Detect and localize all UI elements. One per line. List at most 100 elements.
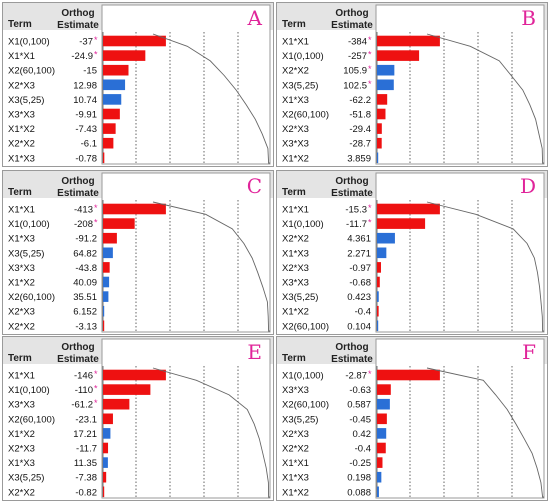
estimate-value: -384 (348, 37, 367, 48)
significance-star: * (94, 398, 98, 408)
term-label: X1*X2 (282, 487, 309, 498)
estimate-value: -37 (79, 37, 93, 48)
estimate-bar (103, 291, 109, 302)
estimate-bar (377, 457, 383, 468)
term-label: X1*X3 (282, 95, 309, 106)
term-label: X2*X2 (282, 444, 309, 455)
term-label: X1(0,100) (8, 385, 50, 396)
term-label: X3(5,25) (8, 473, 44, 484)
estimate-bar (103, 428, 111, 439)
term-label: X3*X3 (8, 263, 35, 274)
estimate-value: -0.45 (349, 414, 371, 425)
estimate-value: -413 (74, 205, 93, 216)
estimate-bar (103, 262, 110, 273)
estimate-bar (377, 123, 382, 134)
term-header: Term (282, 19, 306, 30)
estimate-value: -0.4 (355, 444, 371, 455)
pareto-panel-f: Term Orthog Estimate F X1(0,100) -2.87 * X3*X3 -… (276, 336, 548, 501)
estimate-bar (103, 486, 105, 498)
estimate-value: -24.9 (71, 51, 93, 62)
estimate-value: -51.8 (349, 110, 371, 121)
estimate-value: -7.38 (75, 473, 97, 484)
estimate-value: -6.1 (81, 139, 97, 150)
estimate-value: -257 (348, 51, 367, 62)
term-header: Term (282, 187, 306, 198)
panel-letter: E (247, 340, 262, 364)
term-label: X1*X2 (8, 124, 35, 135)
cumulative-curve (152, 367, 271, 498)
significance-star: * (94, 369, 98, 379)
term-label: X2(60,100) (282, 400, 329, 411)
pareto-panel-e: Term Orthog Estimate E X1*X1 -146 * X1(0,100) -1… (2, 336, 274, 501)
term-label: X3*X3 (8, 400, 35, 411)
estimate-value: -3.13 (75, 321, 97, 332)
estimate-bar (103, 50, 146, 61)
estimate-bar (103, 369, 166, 381)
estimate-value: -0.97 (349, 263, 371, 274)
estimate-bar (377, 305, 379, 317)
term-label: X3(5,25) (282, 414, 318, 425)
panel-letter: A (247, 6, 263, 30)
estimate-header-line2: Estimate (331, 354, 373, 365)
estimate-value: 17.21 (73, 429, 97, 440)
term-label: X2*X3 (282, 263, 309, 274)
estimate-header-line2: Estimate (57, 20, 99, 31)
term-label: X2*X3 (282, 124, 309, 135)
term-label: X1*X3 (8, 458, 35, 469)
estimate-bar (377, 262, 381, 273)
estimate-value: -208 (74, 219, 93, 230)
estimate-bar (377, 398, 390, 410)
estimate-bar (103, 203, 166, 215)
estimate-value: 10.74 (73, 95, 97, 106)
term-label: X2*X2 (282, 66, 309, 77)
estimate-header-line1: Orthog (335, 8, 368, 19)
estimate-value: 0.587 (347, 400, 371, 411)
term-header: Term (8, 353, 32, 364)
estimate-header-line1: Orthog (61, 176, 94, 187)
panel-letter: B (521, 6, 536, 30)
term-label: X3*X3 (282, 278, 309, 289)
estimate-value: -91.2 (75, 234, 97, 245)
cumulative-curve (152, 33, 271, 164)
estimate-bar (377, 413, 387, 425)
estimate-bar (103, 305, 105, 317)
estimate-value: -0.4 (355, 307, 371, 318)
estimate-value: -11.7 (346, 219, 367, 230)
term-label: X2*X3 (8, 444, 35, 455)
term-header: Term (8, 19, 32, 30)
cumulative-curve (152, 201, 271, 332)
term-label: X1*X1 (282, 205, 309, 216)
term-label: X1*X1 (8, 205, 35, 216)
term-label: X2(60,100) (8, 292, 55, 303)
term-label: X2(60,100) (8, 66, 55, 77)
significance-star: * (368, 35, 372, 45)
estimate-bar (103, 442, 109, 454)
estimate-value: -15 (83, 66, 97, 77)
estimate-bar (103, 94, 122, 105)
term-label: X1*X2 (282, 307, 309, 318)
significance-star: * (368, 50, 372, 60)
term-label: X3(5,25) (8, 248, 44, 259)
term-header: Term (8, 187, 32, 198)
term-label: X1(0,100) (8, 219, 50, 230)
estimate-value: 2.271 (347, 248, 371, 259)
estimate-bar (377, 218, 426, 229)
estimate-value: 12.98 (73, 80, 97, 91)
estimate-header-line2: Estimate (331, 188, 373, 199)
estimate-bar (377, 471, 382, 483)
estimate-value: 0.42 (353, 429, 372, 440)
estimate-value: 3.859 (347, 153, 371, 164)
plot-area (101, 338, 271, 499)
estimate-bar (103, 123, 116, 134)
estimate-bar (377, 486, 379, 498)
estimate-bar (377, 152, 379, 164)
plot-area (375, 172, 545, 333)
estimate-bar (103, 232, 117, 244)
estimate-bar (377, 369, 440, 381)
term-label: X1*X3 (282, 473, 309, 484)
panel-letter: D (520, 174, 536, 198)
